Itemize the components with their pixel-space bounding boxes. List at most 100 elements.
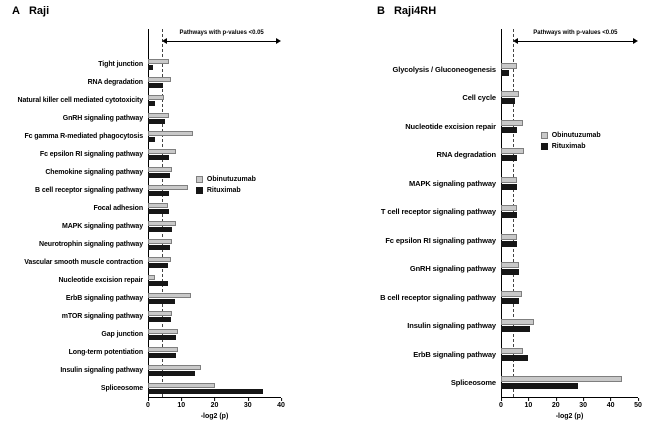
category-label: B cell receptor signaling pathway	[380, 292, 496, 302]
bar-obinutuzumab	[501, 148, 525, 155]
bar-rituximab	[148, 64, 153, 70]
chart-rows: Tight junction RNA degradation Natural kil…	[0, 55, 325, 397]
bar-rituximab	[148, 82, 163, 88]
bar-obinutuzumab	[501, 233, 518, 240]
chart-row: ErbB signaling pathway	[375, 340, 650, 369]
bar-rituximab	[148, 388, 263, 394]
bar-obinutuzumab	[148, 148, 177, 154]
category-label: RNA degradation	[87, 78, 144, 86]
chart-row: ErbB signaling pathway	[0, 289, 325, 307]
chart-row: B cell receptor signaling pathway	[0, 181, 325, 199]
chart-row: Focal adhesion	[0, 199, 325, 217]
panel-letter: A	[12, 5, 20, 17]
category-label: Fc epsilon RI signaling pathway	[385, 235, 496, 245]
bar-group	[148, 379, 281, 397]
chart-row: Vascular smooth muscle contraction	[0, 253, 325, 271]
category-label: MAPK signaling pathway	[409, 178, 496, 188]
significance-annotation: Pathways with p-values <0.05	[162, 30, 281, 45]
bar-rituximab	[501, 240, 518, 247]
category-label: Fc epsilon RI signaling pathway	[39, 150, 143, 158]
x-tick: 20	[211, 398, 218, 409]
bar-obinutuzumab	[501, 119, 523, 126]
bar-rituximab	[501, 269, 519, 276]
chart-row: GnRH signaling pathway	[375, 255, 650, 284]
significance-annotation: Pathways with p-values <0.05	[512, 30, 639, 45]
bar-rituximab	[501, 126, 518, 133]
category-label: Insulin signaling pathway	[60, 366, 143, 374]
x-tick: 30	[244, 398, 252, 409]
chart-row: MAPK signaling pathway	[0, 217, 325, 235]
bar-rituximab	[501, 183, 518, 190]
bar-group	[148, 199, 281, 217]
bar-rituximab	[501, 383, 578, 390]
bar-obinutuzumab	[148, 58, 169, 64]
bar-obinutuzumab	[501, 262, 519, 269]
bar-rituximab	[501, 354, 529, 361]
chart-row: Gap junction	[0, 325, 325, 343]
annotation-text: Pathways with p-values <0.05	[179, 30, 264, 36]
bar-rituximab	[148, 334, 177, 340]
bar-rituximab	[148, 226, 172, 232]
bar-rituximab	[148, 352, 177, 358]
double-arrow-icon	[512, 38, 639, 45]
chart-row: Chemokine signaling pathway	[0, 163, 325, 181]
bar-group	[148, 55, 281, 73]
bar-rituximab	[501, 98, 515, 105]
chart-row: RNA degradation	[375, 141, 650, 170]
category-label: T cell receptor signaling pathway	[380, 207, 496, 217]
category-label: Spliceosome	[450, 378, 496, 388]
chart-row: Fc epsilon RI signaling pathway	[0, 145, 325, 163]
annotation-text: Pathways with p-values <0.05	[533, 30, 618, 36]
bar-rituximab	[148, 316, 172, 322]
panel-raji4rh: B Raji4RH Pathways with p-values <0.05 Ob…	[325, 0, 650, 448]
x-tick: 40	[607, 398, 614, 409]
category-label: Chemokine signaling pathway	[45, 168, 143, 176]
panel-raji: A Raji Pathways with p-values <0.05 Obinu…	[0, 5, 325, 420]
chart-row: Cell cycle	[375, 84, 650, 113]
x-tick: 0	[499, 398, 503, 409]
bar-rituximab	[148, 100, 156, 106]
bar-group	[148, 145, 281, 163]
bar-group	[148, 109, 281, 127]
bar-group	[148, 235, 281, 253]
bar-group	[501, 226, 638, 255]
bar-rituximab	[148, 370, 195, 376]
bar-group	[501, 84, 638, 113]
category-label: B cell receptor signaling pathway	[35, 186, 143, 194]
bar-obinutuzumab	[148, 310, 172, 316]
bar-group	[501, 169, 638, 198]
chart-row: T cell receptor signaling pathway	[375, 198, 650, 227]
category-label: Spliceosome	[100, 384, 143, 392]
chart-row: mTOR signaling pathway	[0, 307, 325, 325]
bar-obinutuzumab	[148, 220, 177, 226]
bar-obinutuzumab	[148, 256, 172, 262]
category-label: Glycolysis / Gluconeogenesis	[392, 64, 497, 74]
x-axis-label: -log2 (p)	[200, 413, 229, 420]
bar-group	[148, 271, 281, 289]
bar-rituximab	[501, 69, 510, 76]
bar-rituximab	[148, 244, 170, 250]
double-arrow-icon	[162, 38, 281, 45]
x-tick: 50	[634, 398, 642, 409]
category-label: GnRH signaling pathway	[62, 114, 143, 122]
x-tick: 0	[146, 398, 150, 409]
category-label: Focal adhesion	[93, 204, 143, 212]
bar-rituximab	[148, 154, 169, 160]
x-axis-label: -log2 (p)	[555, 413, 584, 420]
panel-title: A Raji	[0, 5, 325, 21]
bar-rituximab	[501, 155, 518, 162]
bar-group	[148, 253, 281, 271]
category-label: Nucleotide excision repair	[405, 121, 496, 131]
category-label: GnRH signaling pathway	[409, 264, 496, 274]
bar-chart-raji4rh: Pathways with p-values <0.05 Obinutuzuma…	[375, 29, 650, 420]
chart-row: Neurotrophin signaling pathway	[0, 235, 325, 253]
bar-group	[501, 141, 638, 170]
chart-row: Spliceosome	[375, 369, 650, 398]
bar-group	[501, 340, 638, 369]
bar-rituximab	[148, 118, 166, 124]
chart-row: RNA degradation	[0, 73, 325, 91]
bar-obinutuzumab	[501, 347, 523, 354]
x-tick: 40	[277, 398, 285, 409]
chart-row: GnRH signaling pathway	[0, 109, 325, 127]
bar-obinutuzumab	[501, 176, 518, 183]
